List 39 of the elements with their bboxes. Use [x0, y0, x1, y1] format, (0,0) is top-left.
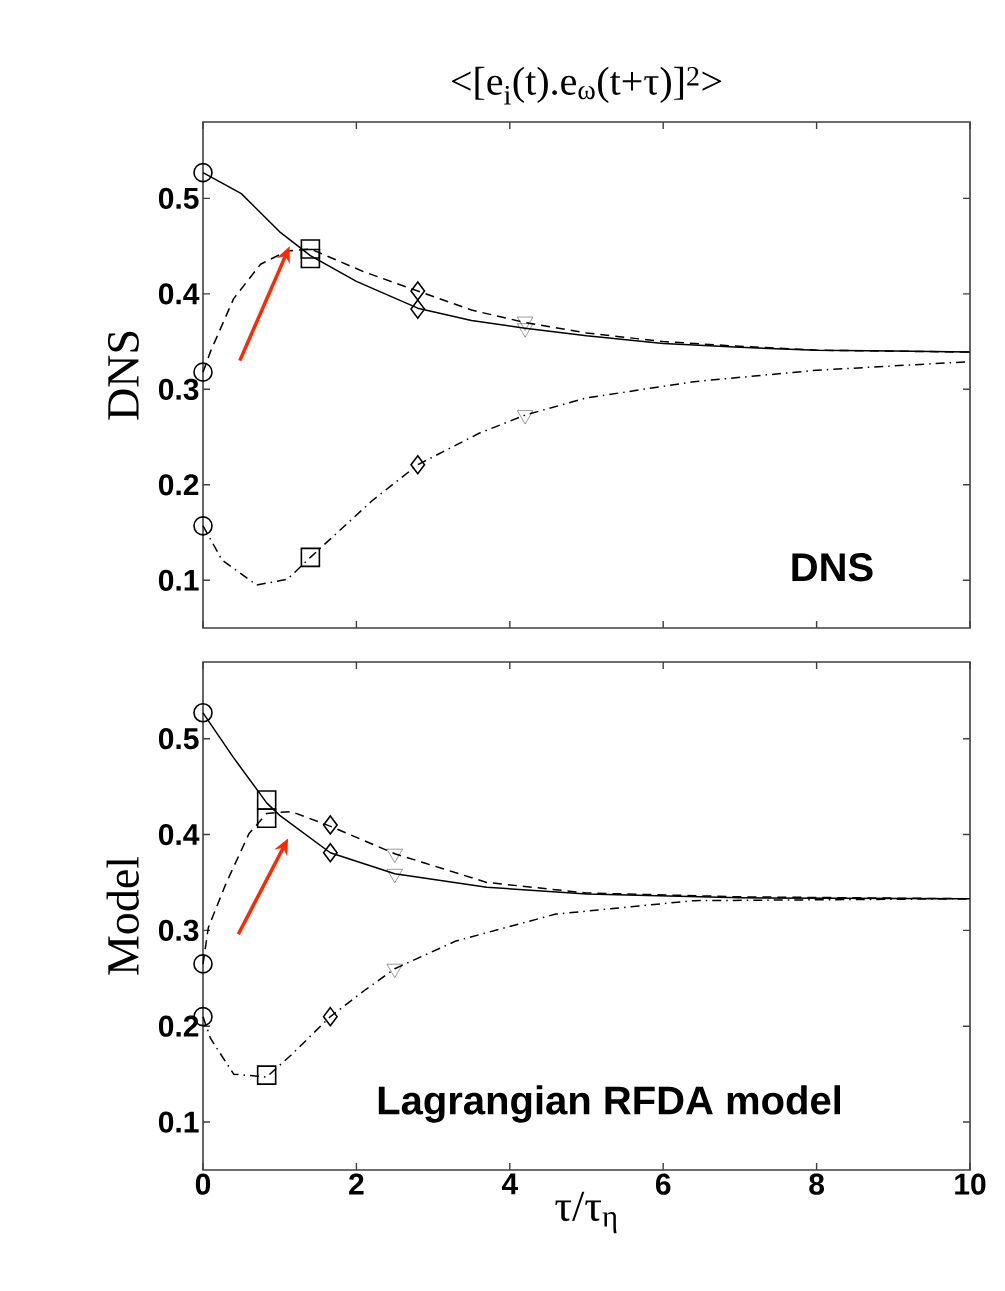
point — [410, 281, 426, 301]
y-tick-label: 0.1 — [158, 1111, 199, 1133]
point — [256, 1065, 277, 1085]
y-tick-label: 0.1 — [158, 569, 199, 591]
y-tick-label: 0.4 — [158, 283, 200, 305]
y-tick-label: 0.3 — [158, 919, 199, 942]
point — [300, 239, 321, 259]
point — [193, 703, 213, 723]
x-axis-title: τ/τ$_{η}$ — [555, 1191, 617, 1234]
point — [256, 808, 277, 829]
annotation: Lagrangian RFDA model — [378, 1085, 840, 1123]
y-tick-label: 0.3 — [158, 378, 199, 400]
chart-title: <[e$_{i}$(t).e$_{ω}$(t+τ)]$^{2}$> — [451, 66, 722, 105]
x-tick-label: 0 — [195, 1173, 211, 1195]
point — [193, 516, 213, 536]
point — [322, 1006, 338, 1027]
y-tick-label: 0.4 — [158, 823, 200, 846]
y-axis-title: Model — [106, 856, 139, 975]
y-tick-label: 0.2 — [158, 474, 199, 496]
point — [300, 248, 321, 269]
x-tick-label: 2 — [349, 1173, 364, 1195]
point — [410, 299, 426, 319]
y-tick-label: 0.5 — [158, 728, 199, 750]
y-tick-label: 0.2 — [158, 1015, 199, 1037]
point — [322, 842, 338, 863]
point — [517, 316, 534, 331]
point — [410, 454, 426, 475]
point — [322, 815, 338, 835]
point — [300, 547, 321, 568]
point — [193, 954, 213, 974]
x-tick-label: 6 — [655, 1173, 671, 1195]
x-tick-label: 8 — [809, 1173, 825, 1195]
point — [256, 790, 277, 810]
y-axis-title: DNS — [107, 331, 139, 420]
y-tick-label: 0.5 — [158, 187, 199, 209]
x-tick-label: 4 — [501, 1173, 518, 1195]
annotation: DNS — [792, 553, 873, 582]
x-tick-label: 10 — [955, 1173, 986, 1195]
point — [193, 162, 213, 183]
